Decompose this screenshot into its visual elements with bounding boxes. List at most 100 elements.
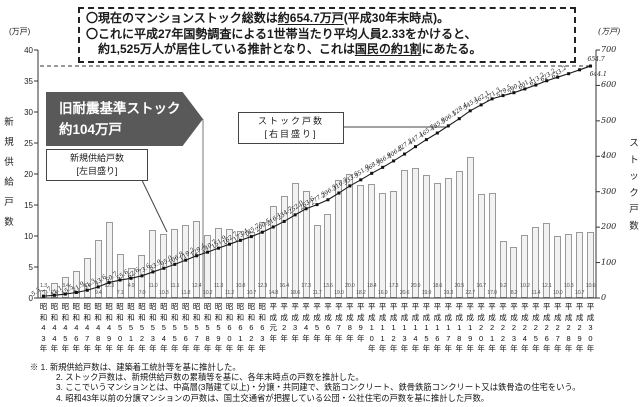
right-axis-tick-label: 100 (601, 257, 617, 267)
supply-callout-leader (137, 171, 168, 233)
summary-line-2: 〇これに平成27年国勢調査による1世帯当たり平均人員2.33をかけると、 (86, 27, 568, 43)
right-axis-tick-label: 500 (601, 115, 617, 125)
bar-value-label: 12.3 (257, 283, 268, 289)
bar (488, 192, 496, 298)
bar (466, 157, 474, 298)
bar-value-label: 10.8 (235, 283, 246, 289)
bar (554, 236, 562, 298)
stock-callout-title: ストック戸数 (257, 116, 324, 126)
right-axis-unit: (万戸) (598, 27, 621, 36)
right-axis-tick-label: 0 (601, 293, 607, 302)
bar-value-label: 20.5 (454, 283, 464, 289)
bar-value-label: 10.3 (159, 290, 169, 296)
bar-value-label: 10.7 (574, 290, 585, 296)
bar (576, 231, 584, 298)
bar-value-label: 18.6 (432, 283, 443, 289)
stock-callout-scale: [右目盛り] (264, 129, 318, 139)
summary-box: 〇現在のマンションストック総数は約654.7万戸(平成30年末時点)。 〇これに… (78, 7, 576, 63)
bar-value-label: 16.9 (377, 290, 388, 296)
bar (357, 185, 365, 298)
bar (247, 231, 255, 298)
bar (346, 174, 354, 298)
footnote-4: 4. 昭和43年以前の分譲マンションの戸数は、国土交通省が把握している公団・公社… (56, 392, 490, 403)
summary-text: 〇現在のマンションストック総数は (86, 11, 278, 25)
bar-value-label: 10.2 (202, 290, 213, 296)
right-axis-title: ストック戸数 (629, 138, 639, 232)
bar (401, 170, 409, 298)
bar (433, 182, 441, 298)
left-axis-tick-label: 40 (24, 46, 33, 55)
bar (379, 193, 387, 298)
left-axis-tick-label: 35 (24, 77, 33, 86)
bar-value-label: 19.0 (334, 290, 344, 296)
summary-text: にあたる。 (421, 42, 482, 56)
bar-value-label: 11.4 (531, 290, 541, 296)
stock-total-underlined: 約654.7万戸 (277, 11, 344, 25)
left-axis-tick-label: 25 (24, 139, 33, 148)
left-axis-tick-label: 30 (24, 108, 33, 117)
bar-value-label: 20.6 (399, 290, 410, 296)
left-axis-unit: (万戸) (9, 27, 31, 36)
banner-text-line2: 約104万戸 (59, 122, 123, 137)
footnote-1: ※ 1. 新規供給戸数は、建築着工統計等を基に推計した。 (30, 362, 241, 372)
stock-series-callout: ストック戸数 [右目盛り] (238, 112, 344, 144)
summary-text: 約1,525万人が居住している推計となり、これは (98, 42, 355, 56)
population-share-underlined: 国民の約1割 (354, 42, 422, 56)
bar-value-label: 11.2 (224, 290, 235, 296)
summary-line-1: 〇現在のマンションストック総数は約654.7万戸(平成30年末時点)。 (86, 11, 568, 27)
left-axis-tick-label: 10 (24, 232, 33, 241)
bar (455, 170, 463, 298)
bar-value-label: 7.1 (116, 290, 124, 296)
left-axis-tick-label: 5 (28, 263, 33, 272)
old-seismic-standard-banner: 旧耐震基準ストック 約104万戸 (46, 92, 203, 146)
left-axis-tick-label: 0 (28, 294, 33, 303)
bar-value-label: 7.0 (138, 290, 146, 296)
bar-value-label: 10.2 (520, 283, 530, 289)
right-axis-tick-label: 300 (601, 186, 617, 196)
bar-value-label: 17.3 (388, 283, 399, 289)
x-axis-label: 平成元年 (269, 302, 277, 343)
bar-value-label: 11.8 (181, 290, 191, 296)
bar-value-label: 14.8 (268, 290, 278, 296)
bar-value-label: 9.2 (499, 283, 507, 289)
bar-value-label: 13.6 (323, 283, 333, 289)
summary-line-3: 約1,525万人が居住している推計となり、これは国民の約1割にあたる。 (86, 42, 568, 58)
bar (313, 225, 321, 298)
bar-value-label: 18.6 (290, 290, 300, 296)
bar (499, 240, 507, 298)
stock-line-marker (392, 159, 396, 163)
bar (532, 227, 540, 298)
left-axis-tick-label: 15 (24, 201, 33, 210)
bar-value-label: 11.3 (213, 283, 224, 289)
bar-value-label: 18.2 (355, 290, 366, 296)
bar-value-label: 16.7 (476, 283, 486, 289)
